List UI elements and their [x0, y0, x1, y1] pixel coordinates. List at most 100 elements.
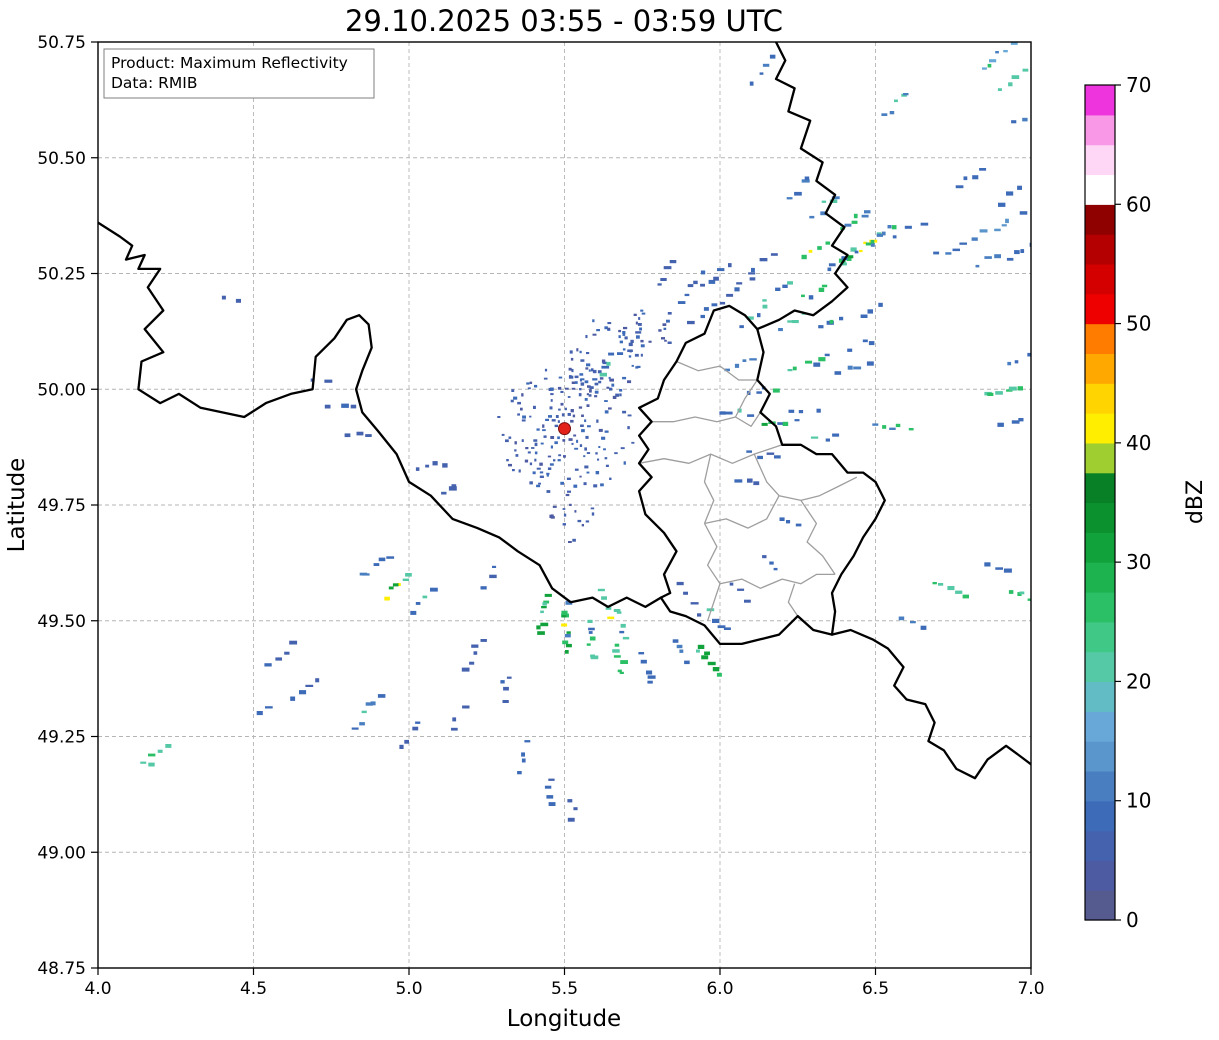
clutter-pixel — [574, 468, 579, 471]
echo-pixel — [844, 223, 852, 227]
echo-pixel — [791, 320, 799, 324]
echo-pixel — [762, 299, 767, 302]
echo-pixel — [831, 196, 840, 200]
echo-pixel — [605, 607, 612, 610]
echo-pixel — [506, 676, 512, 679]
clutter-pixel — [608, 407, 612, 410]
national-border-line — [637, 304, 886, 646]
colorbar-segment — [1085, 234, 1115, 265]
echo-pixel — [846, 256, 852, 261]
echo-pixel — [461, 667, 470, 672]
echo-pixel — [1011, 75, 1020, 79]
colorbar-tick-label: 0 — [1126, 908, 1139, 932]
echo-pixel — [148, 753, 156, 757]
echo-pixel — [998, 202, 1006, 207]
echo-pixel — [646, 670, 653, 675]
clutter-pixel — [631, 441, 635, 444]
echo-pixel — [959, 242, 967, 245]
echo-pixel — [388, 586, 394, 590]
echo-pixel — [716, 672, 722, 677]
echo-pixel — [588, 631, 593, 634]
echo-pixel — [502, 700, 509, 703]
clutter-pixel — [557, 420, 560, 423]
echo-pixel — [344, 433, 351, 438]
echo-pixel — [607, 327, 611, 330]
echo-pixel — [589, 636, 596, 641]
echo-pixel — [766, 452, 775, 455]
echo-pixel — [636, 335, 640, 339]
echo-pixel — [572, 538, 576, 542]
echo-pixel — [612, 395, 617, 399]
x-tick-label: 5.5 — [551, 979, 578, 999]
echo-pixel — [592, 378, 598, 381]
echo-pixel — [591, 512, 595, 516]
echo-pixel — [734, 479, 743, 483]
echo-pixel — [779, 517, 785, 521]
echo-pixel — [728, 263, 732, 268]
echo-pixel — [590, 507, 595, 510]
echo-pixel — [601, 365, 610, 369]
echo-pixel — [586, 363, 591, 367]
echo-pixel — [640, 659, 647, 664]
echo-pixel — [788, 409, 795, 413]
echo-pixel — [620, 623, 626, 628]
clutter-pixel — [536, 428, 540, 431]
clutter-pixel — [514, 441, 517, 445]
radar-site-marker — [558, 422, 571, 436]
echo-pixel — [1003, 568, 1012, 573]
echo-pixel — [596, 329, 600, 332]
echo-pixel — [870, 242, 875, 247]
echo-pixel — [622, 348, 626, 351]
clutter-pixel — [597, 458, 600, 461]
echo-pixel — [972, 175, 979, 180]
echo-pixel — [597, 370, 602, 374]
echo-pixel — [1010, 42, 1018, 45]
echo-pixel — [613, 655, 621, 658]
echo-pixel — [157, 749, 163, 753]
echo-pixel — [565, 650, 569, 654]
y-tick-label: 50.25 — [37, 265, 86, 285]
echo-pixel — [480, 639, 487, 642]
admin-border-line — [787, 583, 799, 617]
clutter-pixel — [614, 452, 618, 455]
clutter-pixel — [579, 475, 582, 478]
plot-title: 29.10.2025 03:55 - 03:59 UTC — [345, 4, 783, 38]
clutter-pixel — [533, 439, 538, 442]
echo-pixel — [473, 651, 478, 655]
clutter-pixel — [581, 414, 584, 417]
echo-pixel — [947, 586, 955, 591]
echo-pixel — [757, 455, 763, 460]
clutter-pixel — [531, 447, 535, 449]
echo-pixel — [315, 678, 320, 683]
echo-pixel — [392, 583, 399, 587]
clutter-pixel — [596, 419, 599, 423]
echo-pixel — [1020, 249, 1025, 253]
echo-pixel — [581, 524, 584, 527]
clutter-pixel — [579, 444, 583, 447]
echo-pixel — [821, 284, 828, 288]
echo-pixel — [289, 640, 298, 645]
echo-pixel — [561, 623, 568, 627]
echo-cloud — [633, 309, 672, 348]
echo-pixel — [749, 277, 756, 281]
echo-pixel — [860, 314, 868, 318]
colorbar-segment — [1085, 114, 1115, 146]
echo-pixel — [1027, 598, 1031, 601]
echo-pixel — [634, 353, 639, 357]
echo-pixel — [853, 213, 858, 219]
echo-pixel — [432, 461, 438, 466]
echo-pixel — [165, 744, 172, 748]
echo-pixel — [717, 625, 726, 629]
colorbar-tick-label: 20 — [1126, 669, 1151, 693]
echo-pixel — [565, 600, 573, 605]
echo-pixel — [585, 520, 590, 523]
echo-pixel — [1001, 224, 1007, 227]
clutter-pixel — [573, 484, 578, 488]
echo-pixel — [480, 586, 487, 590]
echo-pixel — [952, 248, 960, 252]
colorbar-segment — [1085, 621, 1115, 653]
echo-pixel — [405, 573, 412, 577]
echo-pixel — [1019, 591, 1025, 595]
echo-pixel — [492, 565, 497, 568]
